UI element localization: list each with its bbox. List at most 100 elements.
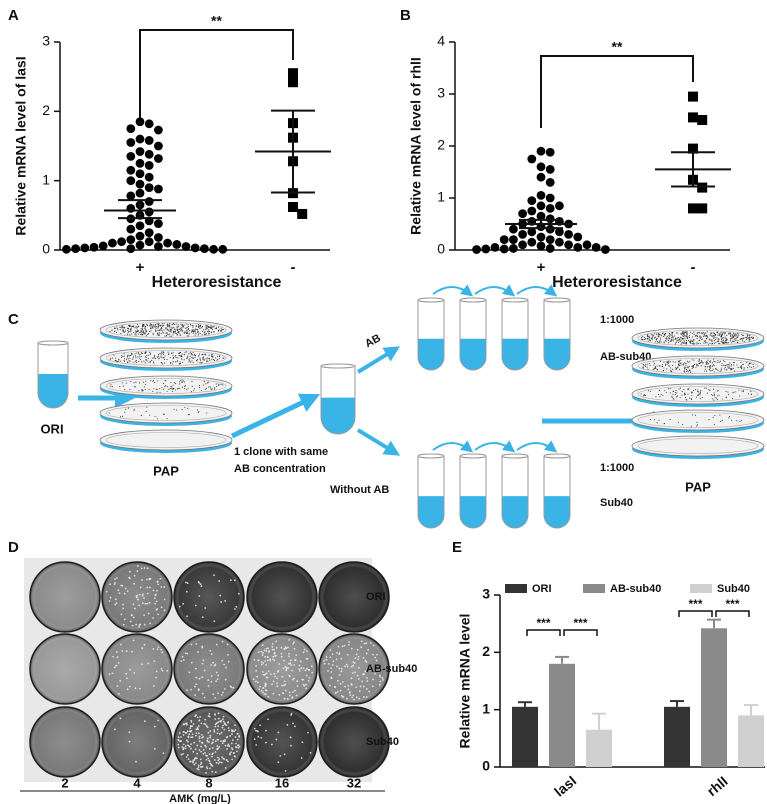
colony — [717, 341, 719, 343]
colony — [188, 361, 190, 363]
colony — [157, 325, 159, 327]
colony — [121, 355, 123, 357]
colony — [352, 694, 355, 697]
colony — [149, 622, 151, 625]
colony — [666, 363, 668, 365]
data-point — [509, 224, 518, 234]
colony — [161, 387, 163, 389]
colony — [201, 646, 204, 649]
colony — [721, 398, 723, 400]
data-point — [135, 134, 145, 144]
colony — [272, 692, 275, 695]
colony — [205, 725, 208, 727]
colony — [216, 678, 219, 680]
colony — [217, 674, 220, 677]
colony — [706, 335, 708, 337]
colony — [743, 341, 745, 343]
colony — [331, 664, 334, 666]
colony — [649, 364, 651, 366]
colony — [709, 389, 711, 392]
colony — [201, 330, 204, 332]
colony — [125, 408, 127, 410]
colony — [197, 355, 199, 357]
colony — [132, 326, 135, 328]
colony — [160, 329, 162, 332]
colony — [165, 332, 167, 334]
colony — [672, 361, 674, 363]
colony — [188, 671, 191, 674]
colony — [227, 654, 229, 656]
data-point — [536, 191, 546, 200]
colony — [365, 696, 368, 698]
data-point — [555, 237, 564, 247]
colony — [689, 370, 691, 372]
colony — [216, 756, 219, 759]
colony — [148, 601, 151, 604]
colony — [654, 366, 656, 368]
colony — [150, 323, 152, 326]
branch-label: AB — [363, 332, 383, 350]
colony — [117, 589, 120, 592]
colony — [195, 332, 197, 334]
colony — [689, 341, 691, 343]
colony — [234, 724, 236, 727]
colony — [197, 688, 200, 691]
significance-label: *** — [725, 597, 739, 611]
colony — [185, 739, 188, 742]
colony — [678, 361, 680, 363]
colony — [701, 396, 703, 398]
colony — [669, 334, 671, 336]
colony — [731, 398, 734, 400]
panel-label: C — [8, 311, 19, 328]
colony — [210, 388, 212, 390]
colony — [338, 667, 341, 670]
colony — [283, 684, 285, 687]
axis-label: AMK (mg/L) — [169, 793, 231, 804]
tube-liquid — [502, 496, 528, 528]
colony — [685, 335, 687, 337]
colony — [672, 336, 674, 338]
colony — [729, 367, 731, 370]
colony — [141, 389, 143, 391]
colony — [728, 332, 730, 334]
colony — [676, 340, 678, 342]
colony — [198, 719, 201, 722]
colony — [208, 712, 211, 715]
colony — [160, 328, 162, 330]
colony — [700, 398, 702, 400]
colony — [715, 361, 717, 363]
colony — [734, 333, 736, 335]
colony — [216, 738, 219, 741]
colony — [189, 355, 191, 357]
colony — [352, 661, 355, 663]
colony — [695, 396, 698, 398]
data-point — [163, 238, 173, 248]
colony — [128, 355, 130, 357]
colony — [123, 327, 125, 329]
colony — [374, 656, 377, 659]
colony — [746, 361, 748, 364]
colony — [659, 365, 661, 367]
colony — [710, 365, 712, 367]
colony — [138, 361, 140, 363]
colony — [184, 331, 186, 333]
colony — [327, 663, 330, 665]
colony — [676, 395, 679, 397]
colony — [178, 732, 181, 734]
colony — [185, 590, 188, 593]
colony — [201, 765, 204, 768]
tube-liquid — [418, 496, 444, 528]
colony — [156, 323, 158, 325]
colony — [647, 368, 649, 370]
colony — [729, 416, 731, 418]
colony — [288, 691, 291, 694]
colony — [649, 336, 651, 338]
colony — [679, 338, 681, 340]
colony — [140, 334, 142, 336]
colony — [163, 357, 165, 359]
colony — [141, 647, 144, 650]
colony — [207, 326, 209, 328]
data-point — [126, 191, 136, 201]
colony — [731, 368, 733, 370]
colony — [225, 724, 228, 727]
